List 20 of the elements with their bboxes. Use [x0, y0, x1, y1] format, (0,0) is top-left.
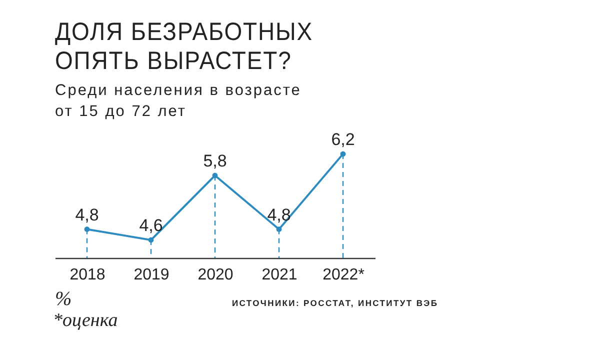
text: % — [55, 288, 72, 311]
data-label: 4,8 — [267, 205, 291, 224]
data-label: 6,2 — [331, 130, 355, 149]
point — [212, 172, 218, 178]
data-label: 4,8 — [75, 205, 99, 224]
x-tick-label: 2020 — [198, 266, 234, 284]
x-tick-label: 2018 — [70, 266, 106, 284]
text: ИСТОЧНИКИ: РОССТАТ, ИНСТИТУТ ВЭБ — [232, 298, 438, 308]
point — [276, 226, 282, 232]
point — [148, 237, 154, 243]
x-tick-label: 2019 — [134, 266, 170, 284]
text: *оценка — [53, 310, 118, 332]
data-label: 5,8 — [203, 152, 227, 170]
x-tick-label: 2022* — [322, 266, 364, 284]
data-label: 4,6 — [139, 216, 163, 235]
chart-subtitle: Среди населения в возрасте от 15 до 72 лет — [55, 81, 302, 122]
x-tick-label: 2021 — [262, 266, 298, 284]
point — [84, 226, 90, 232]
point — [340, 151, 346, 157]
chart-title: ДОЛЯ БЕЗРАБОТНЫХ ОПЯТЬ ВЫРАСТЕТ? — [55, 18, 314, 76]
